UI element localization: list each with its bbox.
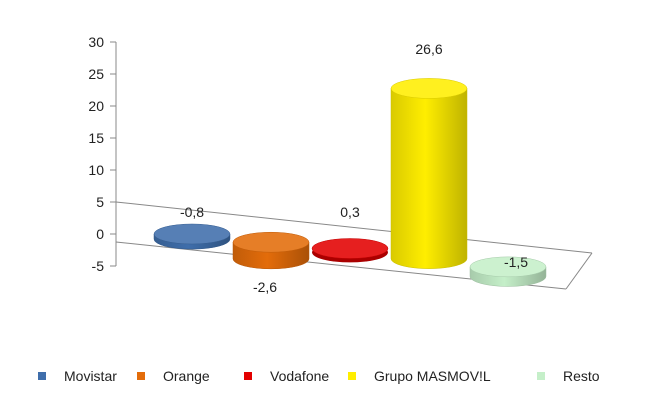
bars: [153, 78, 547, 287]
legend-label: Movistar: [64, 368, 117, 384]
y-tick-label: 15: [88, 130, 104, 146]
data-labels: -0,8 -2,6 0,3 26,6 -1,5: [180, 41, 528, 295]
data-label: 0,3: [340, 204, 360, 220]
bar: [153, 223, 231, 250]
legend: Movistar Orange Vodafone Grupo MASMOV!L Rest…: [38, 368, 600, 384]
legend-label: Grupo MASMOV!L: [374, 368, 491, 384]
bar-side: [390, 88, 468, 269]
y-axis: 30 25 20 15 10 5 0 -5: [88, 34, 117, 274]
y-ticks: 30 25 20 15 10 5 0 -5: [88, 34, 116, 274]
y-tick-label: 5: [96, 194, 104, 210]
legend-item: Orange: [137, 368, 210, 384]
legend-swatch: [38, 372, 46, 380]
legend-swatch: [244, 372, 252, 380]
bar: [232, 231, 310, 270]
bar-cap: [390, 78, 468, 99]
y-tick-label: 10: [88, 162, 104, 178]
legend-item: Grupo MASMOV!L: [348, 368, 491, 384]
data-label: -1,5: [504, 254, 528, 270]
y-tick-label: -5: [92, 258, 105, 274]
floor-back-edge: [115, 201, 593, 254]
legend-item: Vodafone: [244, 368, 329, 384]
y-tick-label: 0: [96, 226, 104, 242]
legend-label: Orange: [163, 368, 210, 384]
bar-cap: [232, 231, 310, 253]
floor-side-edge: [565, 252, 593, 290]
bar-cap: [153, 223, 231, 245]
y-tick-label: 30: [88, 34, 104, 50]
legend-swatch: [348, 372, 356, 380]
legend-label: Vodafone: [270, 368, 329, 384]
bar-cap: [311, 238, 389, 259]
y-tick-label: 20: [88, 98, 104, 114]
legend-label: Resto: [563, 368, 600, 384]
bar: [390, 78, 468, 269]
data-label: 26,6: [415, 41, 442, 57]
bar-cap: [469, 256, 547, 278]
data-label: -2,6: [253, 279, 277, 295]
bar: [311, 238, 389, 263]
legend-swatch: [537, 372, 545, 380]
bar: [469, 256, 547, 287]
legend-item: Resto: [537, 368, 600, 384]
legend-item: Movistar: [38, 368, 117, 384]
legend-swatch: [137, 372, 145, 380]
data-label: -0,8: [180, 204, 204, 220]
y-tick-label: 25: [88, 66, 104, 82]
